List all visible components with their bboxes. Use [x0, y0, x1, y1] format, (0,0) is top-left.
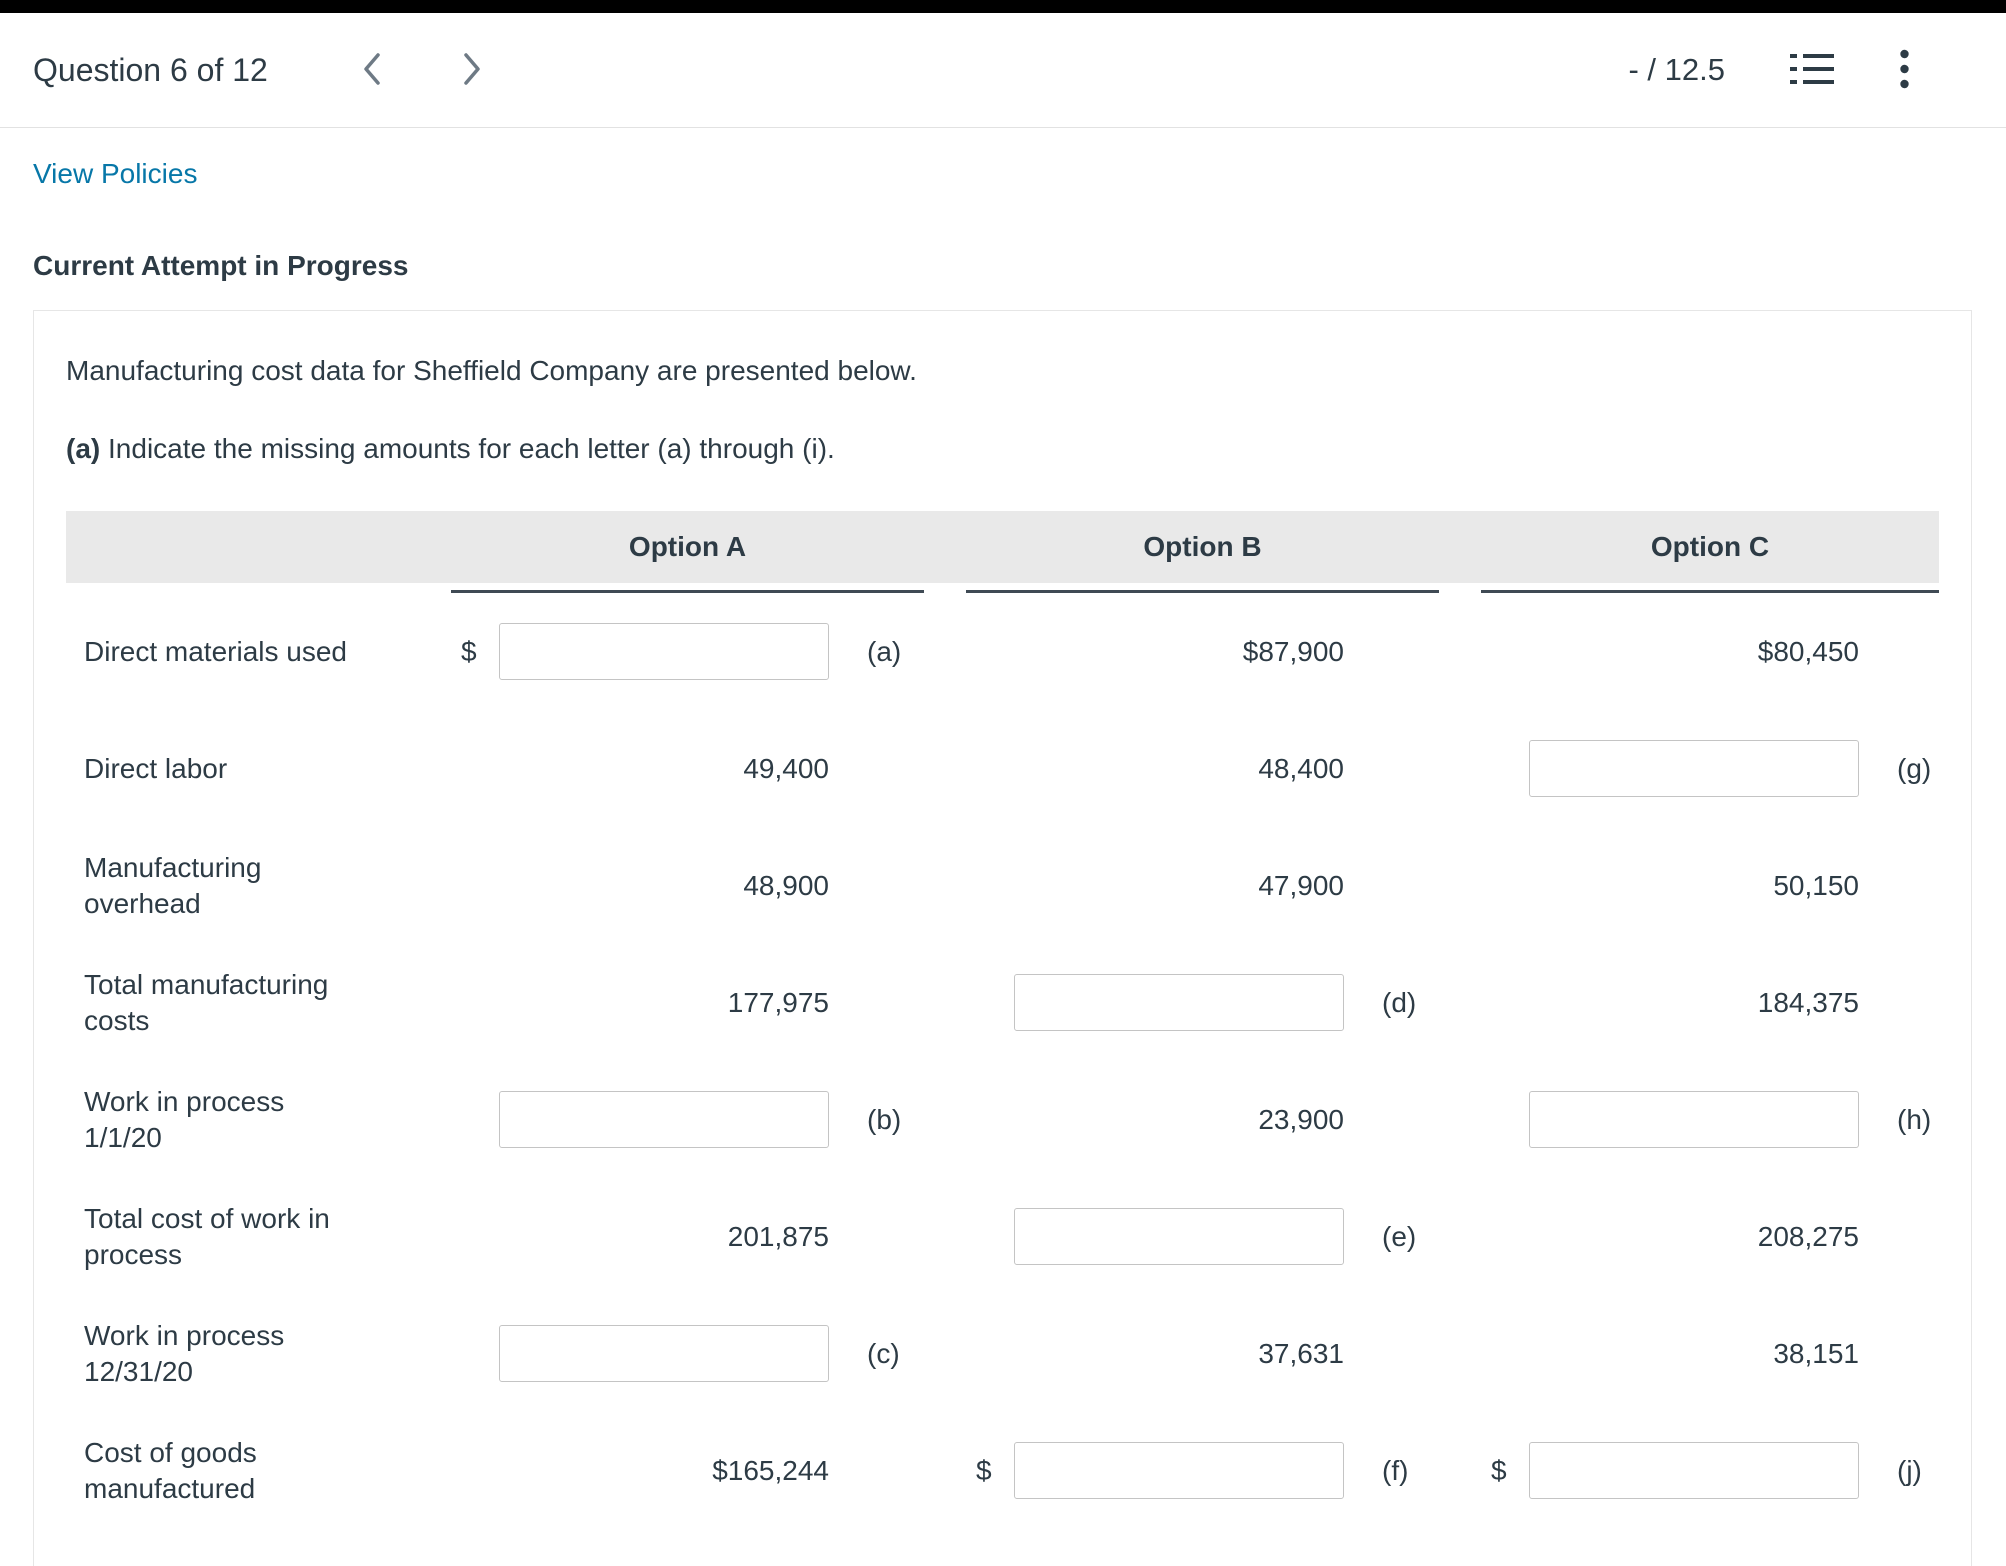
cell-option-a: (b)	[451, 1091, 966, 1148]
cell-value: 208,275	[1757, 1220, 1859, 1252]
cell-option-b: (d)	[966, 974, 1481, 1031]
cell-value: 38,151	[1773, 1337, 1859, 1369]
cell-option-b: $ (f)	[966, 1442, 1481, 1499]
cell-value: 23,900	[1258, 1103, 1344, 1135]
row-label: Manufacturing overhead	[84, 851, 262, 919]
column-header-option-a: Option A	[628, 531, 747, 562]
question-card: Manufacturing cost data for Sheffield Co…	[33, 310, 1972, 1566]
attempt-heading: Current Attempt in Progress	[33, 250, 409, 281]
cell-option-c: 38,151	[1481, 1338, 1939, 1370]
cell-option-c: (g)	[1481, 740, 1939, 797]
cell-value: $87,900	[1242, 635, 1344, 667]
letter-label: (j)	[1897, 1454, 1922, 1486]
cell-option-a: 177,975	[451, 987, 966, 1019]
table-header-band: Option A Option B Option C	[66, 511, 1939, 583]
more-options-button[interactable]	[1899, 48, 1910, 93]
cell-option-a: $165,244	[451, 1455, 966, 1487]
table-row-direct-labor: Direct labor 49,400 48,400 (g)	[66, 710, 1939, 827]
prev-question-button[interactable]	[360, 50, 383, 91]
row-label: Cost of goods manufactured	[84, 1436, 257, 1504]
kebab-menu-icon	[1899, 48, 1910, 93]
row-label: Total manufacturing costs	[84, 968, 329, 1036]
answer-input-c[interactable]	[499, 1325, 829, 1382]
cell-option-c: 208,275	[1481, 1221, 1939, 1253]
view-policies-link[interactable]: View Policies	[33, 158, 198, 189]
cell-option-b: 47,900	[966, 870, 1481, 902]
cell-value: $165,244	[712, 1454, 829, 1486]
table-row-total-cost-wip: Total cost of work in process 201,875 (e)…	[66, 1178, 1939, 1295]
letter-label: (f)	[1382, 1454, 1409, 1486]
question-counter: Question 6 of 12	[33, 51, 268, 88]
cell-option-a: 48,900	[451, 870, 966, 902]
score-display: - / 12.5	[1628, 52, 1726, 87]
column-underlines	[66, 590, 1939, 593]
cell-option-b: 37,631	[966, 1338, 1481, 1370]
cell-value: 48,400	[1258, 752, 1344, 784]
row-label: Total cost of work in process	[84, 1202, 330, 1270]
letter-label: (g)	[1897, 752, 1932, 784]
cell-option-a: 49,400	[451, 753, 966, 785]
cell-option-c: 184,375	[1481, 987, 1939, 1019]
cell-value: 49,400	[743, 752, 829, 784]
dollar-sign: $	[1491, 1454, 1507, 1486]
letter-label: (e)	[1382, 1220, 1417, 1252]
cell-option-a: (c)	[451, 1325, 966, 1382]
column-header-option-b: Option B	[1143, 531, 1262, 562]
cell-option-b: 23,900	[966, 1104, 1481, 1136]
table-row-total-manufacturing-costs: Total manufacturing costs 177,975 (d) 184…	[66, 944, 1939, 1061]
question-intro: Manufacturing cost data for Sheffield Co…	[66, 355, 917, 386]
letter-label: (c)	[867, 1337, 900, 1369]
answer-input-h[interactable]	[1529, 1091, 1859, 1148]
cell-option-c: $ (j)	[1481, 1442, 1939, 1499]
cell-value: 50,150	[1773, 869, 1859, 901]
table-row-direct-materials: Direct materials used $ (a) $87,900 $80,…	[66, 593, 1939, 710]
row-label: Direct labor	[84, 752, 228, 784]
cell-option-a: 201,875	[451, 1221, 966, 1253]
cell-option-a: $ (a)	[451, 623, 966, 680]
answer-input-j[interactable]	[1529, 1442, 1859, 1499]
answer-input-g[interactable]	[1529, 740, 1859, 797]
letter-label: (b)	[867, 1103, 902, 1135]
cell-option-b: 48,400	[966, 753, 1481, 785]
cell-option-b: $87,900	[966, 636, 1481, 668]
row-label: Work in process 12/31/20	[84, 1319, 285, 1387]
answer-input-b[interactable]	[499, 1091, 829, 1148]
cell-option-b: (e)	[966, 1208, 1481, 1265]
cell-option-c: 50,150	[1481, 870, 1939, 902]
row-label: Direct materials used	[84, 635, 347, 667]
row-label: Work in process 1/1/20	[84, 1085, 285, 1153]
cell-value: 184,375	[1757, 986, 1859, 1018]
answer-input-f[interactable]	[1014, 1442, 1344, 1499]
cell-value: 48,900	[743, 869, 829, 901]
column-header-option-c: Option C	[1650, 531, 1770, 562]
table-row-wip-beginning: Work in process 1/1/20 (b) 23,900 (h)	[66, 1061, 1939, 1178]
chevron-left-icon	[360, 50, 383, 91]
cell-option-c: (h)	[1481, 1091, 1939, 1148]
letter-label: (a)	[867, 635, 902, 667]
answer-input-d[interactable]	[1014, 974, 1344, 1031]
answer-input-a[interactable]	[499, 623, 829, 680]
cell-value: 201,875	[727, 1220, 829, 1252]
answer-input-e[interactable]	[1014, 1208, 1344, 1265]
question-list-button[interactable]	[1789, 49, 1835, 92]
question-header: Question 6 of 12 - / 12.5	[0, 13, 2006, 128]
chevron-right-icon	[461, 50, 484, 91]
cell-option-c: $80,450	[1481, 636, 1939, 668]
dollar-sign: $	[461, 635, 477, 667]
table-row-manufacturing-overhead: Manufacturing overhead 48,900 47,900 50,1…	[66, 827, 1939, 944]
cell-value: 37,631	[1258, 1337, 1344, 1369]
letter-label: (h)	[1897, 1103, 1932, 1135]
question-list-icon	[1789, 49, 1835, 92]
next-question-button[interactable]	[461, 50, 484, 91]
top-black-bar	[0, 0, 2006, 13]
letter-label: (d)	[1382, 986, 1417, 1018]
table-row-wip-ending: Work in process 12/31/20 (c) 37,631 38,15…	[66, 1295, 1939, 1412]
dollar-sign: $	[976, 1454, 992, 1486]
table-row-cost-of-goods-manufactured: Cost of goods manufactured $165,244 $ (f)…	[66, 1412, 1939, 1529]
question-instruction: (a) Indicate the missing amounts for eac…	[66, 433, 835, 464]
cell-value: 177,975	[727, 986, 829, 1018]
cell-value: 47,900	[1258, 869, 1344, 901]
cell-value: $80,450	[1757, 635, 1859, 667]
